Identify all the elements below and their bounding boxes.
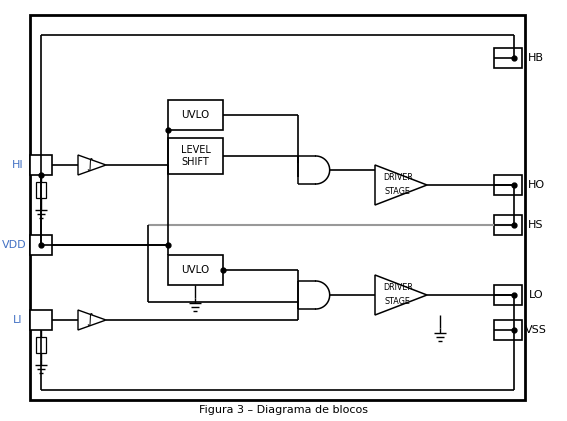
Text: UVLO: UVLO: [181, 110, 210, 120]
Bar: [494, 320, 522, 340]
Text: LO: LO: [528, 290, 543, 300]
Text: ∫: ∫: [87, 314, 93, 327]
Bar: [30, 310, 52, 330]
Bar: [494, 175, 522, 195]
Bar: [494, 48, 522, 68]
Polygon shape: [298, 281, 329, 309]
Text: Figura 3 – Diagrama de blocos: Figura 3 – Diagrama de blocos: [199, 405, 368, 415]
Text: UVLO: UVLO: [181, 265, 210, 275]
Text: SHIFT: SHIFT: [181, 157, 209, 167]
Text: LI: LI: [13, 315, 23, 325]
Bar: [30, 15, 525, 400]
Text: ∫: ∫: [87, 158, 93, 171]
Polygon shape: [375, 165, 427, 205]
Bar: [168, 138, 223, 174]
Text: DRIVER: DRIVER: [383, 283, 413, 293]
Text: STAGE: STAGE: [385, 187, 411, 195]
Bar: [494, 285, 522, 305]
Bar: [36, 182, 46, 198]
Bar: [30, 235, 52, 255]
Polygon shape: [375, 165, 427, 205]
Bar: [36, 337, 46, 353]
Polygon shape: [78, 155, 106, 175]
Bar: [168, 255, 223, 285]
Text: LEVEL: LEVEL: [180, 145, 210, 155]
Bar: [494, 215, 522, 235]
Text: VSS: VSS: [525, 325, 547, 335]
Text: HS: HS: [528, 220, 544, 230]
Polygon shape: [78, 155, 106, 175]
Text: DRIVER: DRIVER: [383, 173, 413, 182]
Polygon shape: [78, 310, 106, 330]
Polygon shape: [298, 156, 329, 184]
Polygon shape: [375, 275, 427, 315]
Text: HI: HI: [12, 160, 24, 170]
Polygon shape: [375, 275, 427, 315]
Text: STAGE: STAGE: [385, 296, 411, 306]
Text: HB: HB: [528, 53, 544, 63]
Bar: [30, 155, 52, 175]
Bar: [168, 100, 223, 130]
Text: VDD: VDD: [2, 240, 26, 250]
Polygon shape: [78, 310, 106, 330]
Text: HO: HO: [527, 180, 544, 190]
